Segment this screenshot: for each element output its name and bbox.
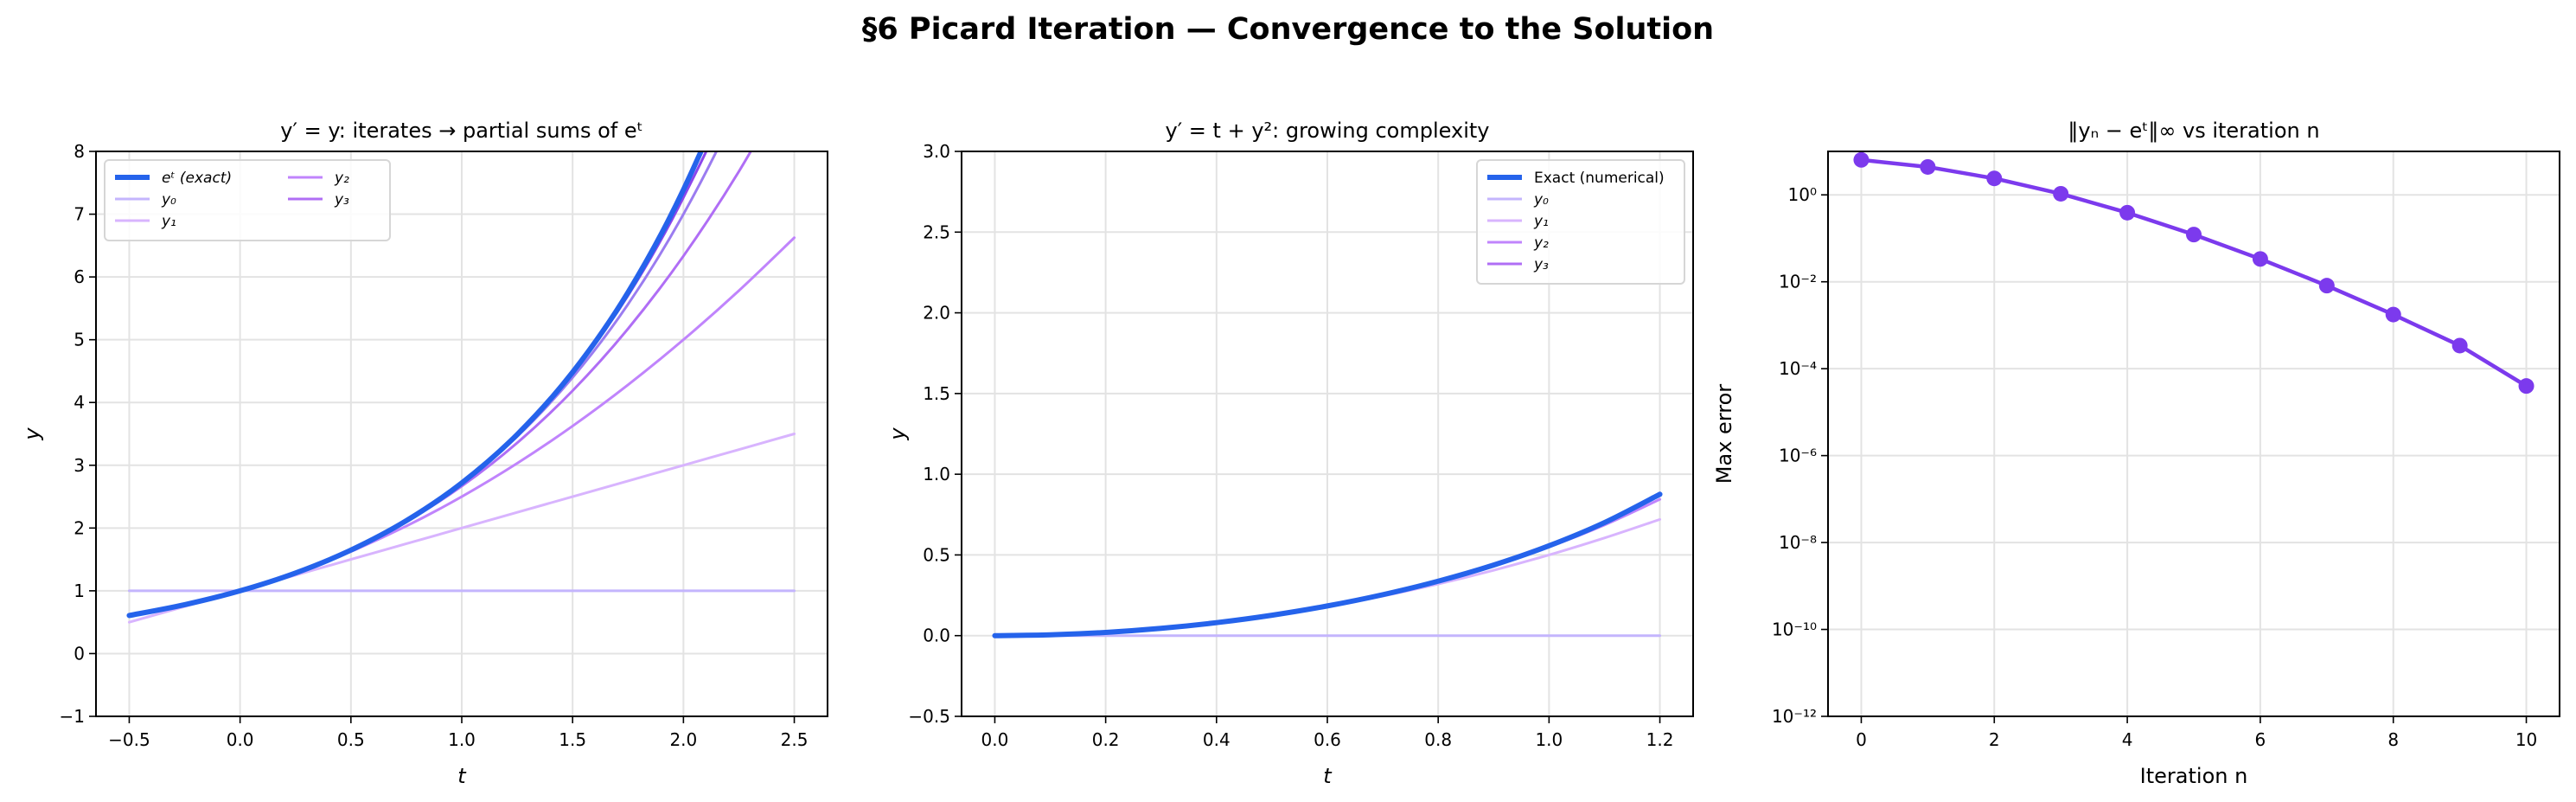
legend-label: y₂ (334, 170, 349, 187)
data-point (1986, 170, 2003, 187)
x-tick-label: 0 (1856, 729, 1867, 750)
x-tick-label: 0.0 (227, 729, 254, 750)
legend-frame (1476, 159, 1685, 285)
series-group (1853, 151, 2534, 395)
y-tick-label: 6 (74, 266, 85, 287)
data-point (1853, 151, 1870, 168)
y-tick-label: 10⁻¹⁰ (1772, 619, 1817, 640)
legend-label: y₃ (1533, 256, 1549, 273)
y-axis-label: y (885, 427, 910, 441)
axes-frame (961, 151, 1694, 717)
x-tick-label: −0.5 (108, 729, 150, 750)
legend-label: y₁ (161, 213, 176, 230)
chart-panel-3: 0 2 4 6 8 10 10⁻¹² 10⁻¹⁰ 10⁻⁸ 10⁻⁶ 10⁻⁴ 10⁻² 10⁰ ‖yₙ … (1712, 119, 2560, 788)
x-tick-label: 1.5 (559, 729, 586, 750)
x-tick-label: 4 (2122, 729, 2133, 750)
data-point (2053, 185, 2069, 202)
axes-title: y′ = t + y²: growing complexity (1166, 119, 1490, 143)
y-tick-label: 8 (74, 141, 85, 162)
data-point (2451, 337, 2468, 354)
legend-label: eᵗ (exact) (162, 170, 232, 187)
y-tick-label: 10⁻⁴ (1779, 358, 1817, 379)
y-tick-label: 1.0 (923, 464, 950, 484)
series-line-4 (992, 491, 1663, 638)
y-tick-label: 2 (74, 517, 85, 538)
chart-panel-2: 0.0 0.2 0.4 0.6 0.8 1.0 1.2 −0.5 0.0 0.5 1.0 1.5 2.0… (885, 119, 1694, 788)
x-tick-label: 2.5 (781, 729, 809, 750)
y-axis-label: y (20, 427, 44, 441)
y-tick-label: 10⁻⁶ (1779, 446, 1817, 466)
y-tick-label: 1.5 (923, 383, 950, 404)
y-tick-label: 4 (74, 392, 85, 413)
figure-title: §6 Picard Iteration — Convergence to the… (861, 12, 1715, 47)
x-tick-label: 0.0 (981, 729, 1009, 750)
x-tick-label: 0.2 (1092, 729, 1120, 750)
y-tick-label: 0.0 (923, 626, 950, 646)
y-axis-label: Max error (1712, 384, 1736, 484)
x-tick-label: 8 (2387, 729, 2399, 750)
data-point (1920, 158, 1936, 175)
y-tick-label: 3 (74, 455, 85, 476)
y-tick-label: 0 (74, 643, 85, 664)
y-tick-label: 10⁻² (1779, 272, 1817, 292)
y-tick-label: −0.5 (908, 706, 950, 727)
x-axis-label: Iteration n (2140, 764, 2248, 788)
y-tick-label: −1 (60, 706, 85, 727)
y-tick-label: 10⁻⁸ (1779, 532, 1817, 553)
series-group (992, 491, 1663, 638)
legend-frame (104, 159, 391, 241)
chart-panel-1: −0.5 0.0 0.5 1.0 1.5 2.0 2.5 −1 0 1 2 3 4 5 6 7 8 y′ = y:… (20, 119, 828, 788)
data-point (2119, 204, 2136, 221)
y-tick-label: 0.5 (923, 544, 950, 565)
y-tick-label: 10⁻¹² (1772, 706, 1817, 727)
data-point (2518, 378, 2534, 395)
x-tick-label: 0.6 (1314, 729, 1341, 750)
series-line-0 (1859, 157, 2528, 388)
axes-title: ‖yₙ − eᵗ‖∞ vs iteration n (2068, 119, 2319, 143)
x-tick-label: 0.4 (1203, 729, 1230, 750)
legend-label: y₀ (1533, 191, 1549, 209)
y-tick-label: 2.5 (923, 221, 950, 242)
axes-title: y′ = y: iterates → partial sums of eᵗ (280, 119, 642, 143)
x-tick-label: 6 (2255, 729, 2266, 750)
legend-label: Exact (numerical) (1534, 170, 1665, 187)
y-tick-label: 2.0 (923, 303, 950, 324)
axes-frame (1827, 151, 2560, 717)
y-tick-label: 10⁰ (1788, 184, 1817, 205)
axes-frame (95, 151, 828, 717)
y-tick-label: 1 (74, 581, 85, 601)
series-line-6 (126, 151, 704, 619)
x-tick-label: 2.0 (669, 729, 697, 750)
data-point (2385, 306, 2401, 323)
data-point (2186, 227, 2202, 243)
legend-label: y₂ (1533, 234, 1549, 252)
legend-label: y₃ (334, 191, 349, 209)
y-tick-label: 3.0 (923, 141, 950, 162)
x-tick-label: 0.8 (1424, 729, 1452, 750)
x-tick-label: 1.0 (1535, 729, 1563, 750)
y-tick-label: 7 (74, 204, 85, 225)
x-tick-label: 0.5 (337, 729, 365, 750)
legend: Exact (numerical) y₀ y₁ y₂ y₃ (1476, 159, 1685, 285)
x-tick-label: 1.0 (448, 729, 476, 750)
x-tick-label: 2 (1989, 729, 2000, 750)
x-axis-label: t (457, 764, 467, 788)
legend: eᵗ (exact) y₀ y₁ y₂ y₃ (104, 159, 391, 241)
data-point (2252, 251, 2268, 267)
x-tick-label: 10 (2515, 729, 2537, 750)
data-point (2318, 278, 2335, 294)
x-axis-label: t (1323, 764, 1333, 788)
series-group (126, 151, 796, 624)
y-tick-label: 5 (74, 330, 85, 350)
legend-label: y₁ (1533, 213, 1549, 230)
x-tick-label: 1.2 (1646, 729, 1674, 750)
legend-label: y₀ (161, 191, 176, 209)
